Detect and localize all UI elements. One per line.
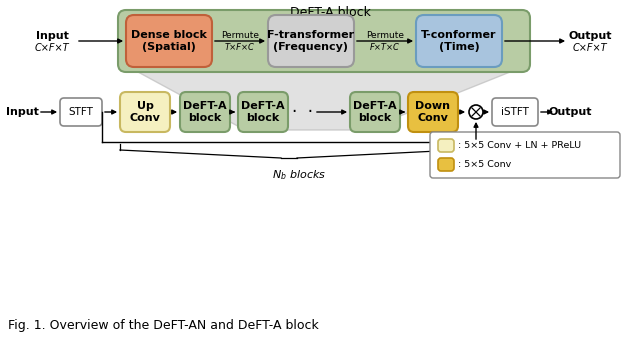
Text: Permute: Permute <box>221 31 259 39</box>
FancyBboxPatch shape <box>180 92 230 132</box>
Text: Output: Output <box>548 107 592 117</box>
Text: DeFT-A
block: DeFT-A block <box>353 101 397 123</box>
FancyBboxPatch shape <box>492 98 538 126</box>
Text: F×T×C: F×T×C <box>370 42 400 51</box>
FancyBboxPatch shape <box>118 10 530 72</box>
Text: Permute: Permute <box>366 31 404 39</box>
FancyBboxPatch shape <box>60 98 102 126</box>
Text: C×F×T: C×F×T <box>573 43 607 53</box>
Text: Input: Input <box>36 31 68 41</box>
FancyBboxPatch shape <box>416 15 502 67</box>
FancyBboxPatch shape <box>438 158 454 171</box>
Text: DeFT-A block: DeFT-A block <box>289 6 371 19</box>
Text: DeFT-A
block: DeFT-A block <box>183 101 227 123</box>
Text: : 5×5 Conv + LN + PReLU: : 5×5 Conv + LN + PReLU <box>458 141 581 150</box>
Text: Fig. 1. Overview of the DeFT-AN and DeFT-A block: Fig. 1. Overview of the DeFT-AN and DeFT… <box>8 319 319 332</box>
Text: STFT: STFT <box>68 107 93 117</box>
Text: ·  ·: · · <box>291 103 312 121</box>
Text: Output: Output <box>568 31 612 41</box>
Text: $N_b$ blocks: $N_b$ blocks <box>272 168 326 182</box>
FancyBboxPatch shape <box>350 92 400 132</box>
Text: iSTFT: iSTFT <box>501 107 529 117</box>
FancyBboxPatch shape <box>408 92 458 132</box>
Text: : 5×5 Conv: : 5×5 Conv <box>458 160 511 169</box>
Text: Down
Conv: Down Conv <box>415 101 451 123</box>
Circle shape <box>469 105 483 119</box>
Text: Up
Conv: Up Conv <box>129 101 161 123</box>
Text: T-conformer
(Time): T-conformer (Time) <box>421 30 497 52</box>
FancyBboxPatch shape <box>126 15 212 67</box>
Polygon shape <box>138 72 510 130</box>
Text: Dense block
(Spatial): Dense block (Spatial) <box>131 30 207 52</box>
Text: C×F×T: C×F×T <box>35 43 69 53</box>
Text: Input: Input <box>6 107 38 117</box>
FancyBboxPatch shape <box>238 92 288 132</box>
FancyBboxPatch shape <box>430 132 620 178</box>
FancyBboxPatch shape <box>268 15 354 67</box>
Text: DeFT-A
block: DeFT-A block <box>241 101 285 123</box>
FancyBboxPatch shape <box>120 92 170 132</box>
Text: T×F×C: T×F×C <box>225 42 255 51</box>
Text: F-transformer
(Frequency): F-transformer (Frequency) <box>268 30 355 52</box>
FancyBboxPatch shape <box>438 139 454 152</box>
